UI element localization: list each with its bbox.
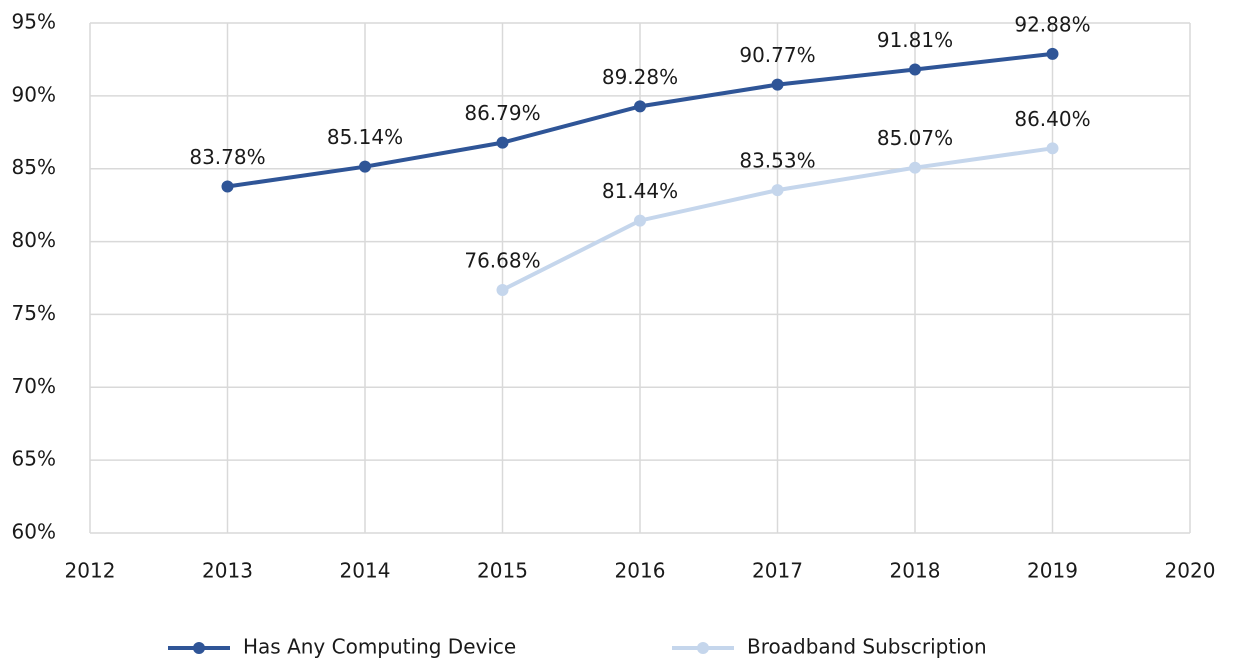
x-tick-label: 2019 <box>1027 559 1078 583</box>
data-point <box>771 78 784 91</box>
x-tick-label: 2018 <box>890 559 941 583</box>
data-point <box>496 283 509 296</box>
x-tick-label: 2017 <box>752 559 803 583</box>
x-tick-label: 2015 <box>477 559 528 583</box>
x-tick-label: 2013 <box>202 559 253 583</box>
x-tick-label: 2016 <box>615 559 666 583</box>
data-label: 86.40% <box>1014 107 1090 131</box>
data-label: 89.28% <box>602 65 678 89</box>
legend-label: Broadband Subscription <box>747 635 987 659</box>
data-label: 91.81% <box>877 28 953 52</box>
data-point <box>634 214 646 227</box>
data-label: 76.68% <box>464 248 540 272</box>
data-label: 85.07% <box>877 126 953 150</box>
y-tick-label: 85% <box>12 155 56 179</box>
x-tick-label: 2014 <box>340 559 391 583</box>
data-point <box>221 180 234 193</box>
y-tick-label: 80% <box>12 228 56 252</box>
y-tick-label: 65% <box>12 447 56 471</box>
legend-marker <box>697 642 709 654</box>
x-tick-label: 2020 <box>1165 559 1216 583</box>
data-point <box>496 136 509 149</box>
y-tick-label: 95% <box>12 10 56 34</box>
legend-label: Has Any Computing Device <box>243 635 516 659</box>
data-point <box>359 160 371 173</box>
y-tick-label: 75% <box>12 301 56 325</box>
data-point <box>1046 47 1059 60</box>
data-label: 92.88% <box>1014 12 1090 36</box>
data-label: 83.78% <box>189 145 265 169</box>
legend-marker <box>193 642 205 654</box>
data-point <box>771 184 784 197</box>
data-point <box>634 100 646 113</box>
data-point <box>909 63 921 76</box>
data-label: 86.79% <box>464 101 540 125</box>
data-label: 83.53% <box>739 149 815 173</box>
data-label: 85.14% <box>327 125 403 149</box>
y-tick-label: 90% <box>12 82 56 106</box>
data-label: 90.77% <box>739 43 815 67</box>
y-tick-label: 70% <box>12 374 56 398</box>
x-tick-label: 2012 <box>65 559 116 583</box>
data-label: 81.44% <box>602 179 678 203</box>
data-point <box>1046 142 1059 155</box>
data-point <box>909 161 921 174</box>
y-tick-label: 60% <box>12 520 56 544</box>
